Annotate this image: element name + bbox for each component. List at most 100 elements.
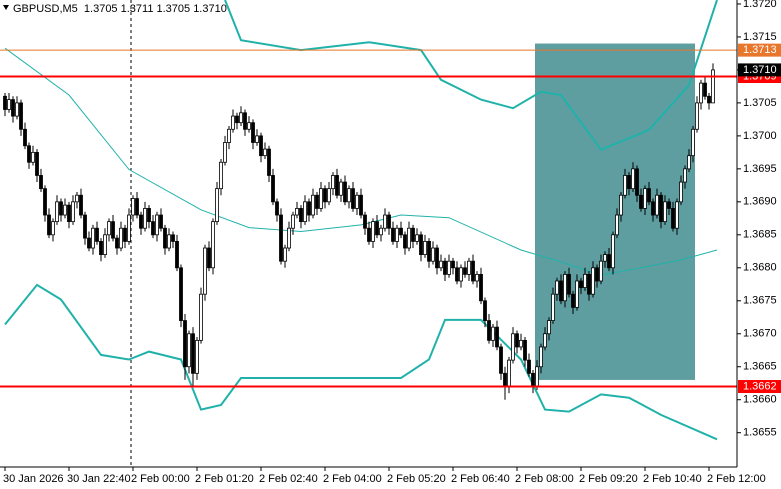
candle-body xyxy=(383,214,387,229)
candle-body xyxy=(43,188,47,216)
candle-body xyxy=(623,175,627,196)
y-tick-label: 1.3680 xyxy=(743,262,777,274)
candle-body xyxy=(163,227,167,249)
candle-body xyxy=(619,194,623,216)
candle-body xyxy=(235,115,239,124)
candle-body xyxy=(195,339,199,374)
candle-body xyxy=(103,234,107,256)
candle-body xyxy=(127,214,131,242)
candle-body xyxy=(303,201,307,223)
candle-body xyxy=(603,254,607,262)
candle-body xyxy=(675,201,679,229)
candle-body xyxy=(59,201,63,216)
candle-body xyxy=(379,227,383,236)
y-tick-label: 1.3690 xyxy=(743,196,777,208)
candle-body xyxy=(287,227,291,249)
candle-body xyxy=(399,227,403,236)
candle-body xyxy=(683,168,687,183)
candle-body xyxy=(659,194,663,223)
candle-body xyxy=(427,241,431,262)
x-tick-label: 2 Feb 04:00 xyxy=(323,473,382,485)
candle-body xyxy=(187,333,191,368)
candle-body xyxy=(119,227,123,249)
x-tick-label: 2 Feb 08:00 xyxy=(515,473,574,485)
candle-body xyxy=(655,194,659,216)
candle-body xyxy=(35,151,39,176)
candle-body xyxy=(439,260,443,269)
candle-body xyxy=(243,112,247,130)
candle-body xyxy=(71,201,75,223)
candle-body xyxy=(519,339,523,348)
candle-body xyxy=(271,175,275,203)
candle-body xyxy=(607,254,611,269)
candle-body xyxy=(203,247,207,295)
y-tick-label: 1.3685 xyxy=(743,229,777,241)
x-tick-label: 30 Jan 22:40 xyxy=(67,473,131,485)
candle-body xyxy=(323,188,327,203)
x-tick-label: 2 Feb 12:00 xyxy=(707,473,766,485)
candle-body xyxy=(15,102,19,117)
candle-body xyxy=(291,214,295,229)
candle-body xyxy=(591,267,595,295)
candle-body xyxy=(687,155,691,170)
candle-body xyxy=(511,333,515,361)
candle-body xyxy=(535,366,539,387)
candle-body xyxy=(639,194,643,209)
candle-body xyxy=(463,267,467,275)
indicator-line xyxy=(4,47,718,276)
candle-body xyxy=(139,214,143,229)
candle-body xyxy=(263,148,267,157)
candle-body xyxy=(523,339,527,361)
candle-body xyxy=(499,346,503,374)
candle-body xyxy=(219,161,223,190)
chart-title: GBPUSD,M5 1.3705 1.3711 1.3705 1.3710 xyxy=(13,3,227,15)
candle-body xyxy=(183,320,187,368)
candle-body xyxy=(451,260,455,269)
y-tick-label: 1.3705 xyxy=(743,97,777,109)
y-tick-label: 1.3670 xyxy=(743,328,777,340)
candle-body xyxy=(647,188,651,203)
y-tick-label: 1.3665 xyxy=(743,361,777,373)
candle-body xyxy=(415,234,419,242)
candle-body xyxy=(527,359,531,374)
candle-body xyxy=(391,227,395,242)
candle-body xyxy=(671,208,675,229)
candle-body xyxy=(423,241,427,256)
candle-body xyxy=(283,247,287,262)
candle-body xyxy=(543,333,547,348)
candle-body xyxy=(67,204,71,223)
candle-body xyxy=(51,221,55,236)
candle-body xyxy=(19,102,23,130)
candle-body xyxy=(667,201,671,209)
indicator-line xyxy=(4,283,718,441)
candle-body xyxy=(231,115,235,130)
candle-body xyxy=(223,142,227,163)
candle-body xyxy=(599,260,603,282)
candle-body xyxy=(443,260,447,275)
level-label-bg xyxy=(738,43,781,57)
candle-body xyxy=(563,273,567,302)
candle-body xyxy=(155,214,159,236)
candle-body xyxy=(47,214,51,236)
candle-body xyxy=(467,260,471,275)
candle-body xyxy=(123,227,127,242)
candle-body xyxy=(91,227,95,249)
last-price-label: 1.3710 xyxy=(743,64,777,76)
y-tick-label: 1.3675 xyxy=(743,295,777,307)
candle-body xyxy=(367,227,371,242)
candle-body xyxy=(343,181,347,203)
candle-body xyxy=(555,280,559,295)
candle-body xyxy=(335,175,339,196)
candle-body xyxy=(7,99,11,110)
candle-body xyxy=(707,95,711,104)
candle-body xyxy=(227,128,231,143)
candle-body xyxy=(515,333,519,348)
x-tick-label: 30 Jan 2026 xyxy=(3,473,64,485)
y-tick-label: 1.3700 xyxy=(743,130,777,142)
candle-body xyxy=(83,214,87,239)
level-label-bg xyxy=(738,380,781,394)
candle-body xyxy=(611,234,615,269)
candle-body xyxy=(487,320,491,341)
candle-body xyxy=(115,237,119,249)
